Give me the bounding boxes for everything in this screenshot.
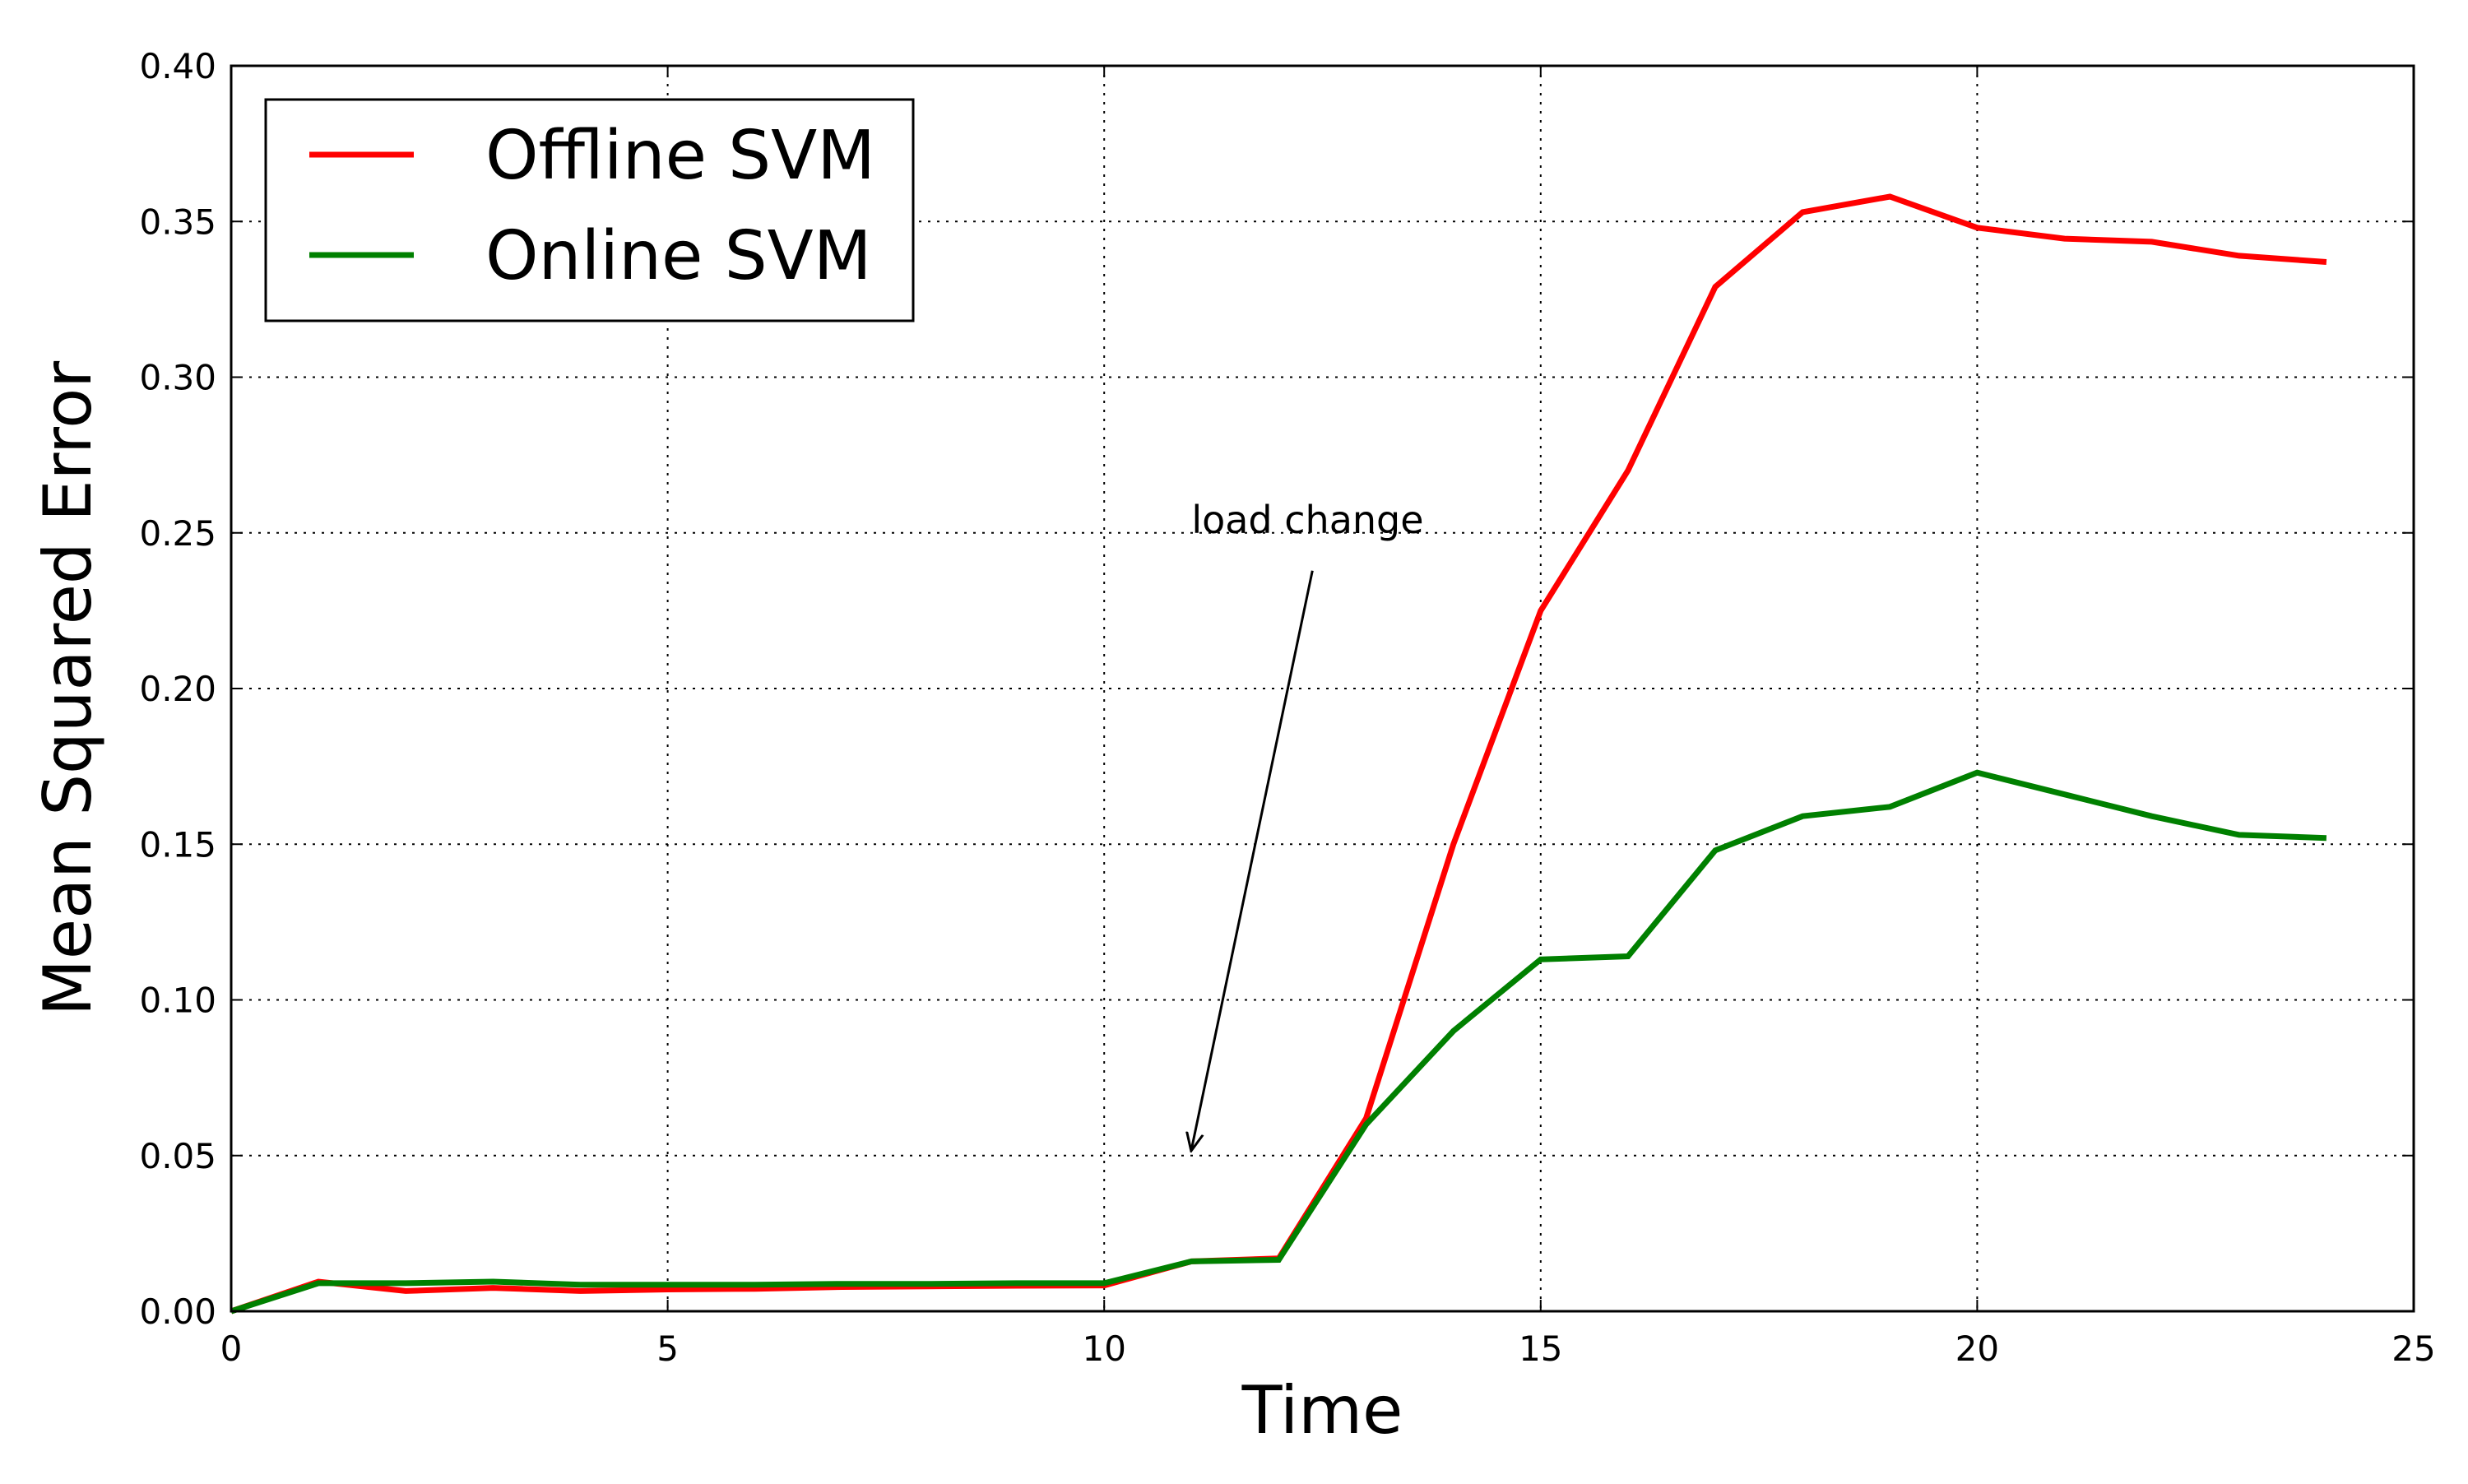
- y-axis-title: Mean Squared Error: [30, 361, 106, 1016]
- x-tick-label: 10: [1082, 1329, 1125, 1369]
- y-tick-label: 0.10: [139, 981, 216, 1021]
- y-tick-label: 0.00: [139, 1292, 216, 1332]
- y-tick-label: 0.25: [139, 513, 216, 554]
- y-tick-label: 0.40: [139, 46, 216, 86]
- x-tick-label: 25: [2391, 1329, 2435, 1369]
- series-line-online-svm: [230, 769, 2327, 1315]
- legend-label-online-svm: Online SVM: [485, 217, 871, 295]
- legend-box: [264, 98, 915, 322]
- legend: Offline SVM Online SVM: [264, 98, 915, 322]
- series-line-offline-svm: [230, 193, 2327, 1315]
- x-axis-title: Time: [1241, 1372, 1403, 1449]
- annotation-layer: load change: [1191, 498, 1424, 1149]
- x-tick-label: 0: [220, 1329, 243, 1369]
- x-tick-label: 5: [656, 1329, 679, 1369]
- y-tick-label: 0.05: [139, 1136, 216, 1176]
- y-tick-label: 0.15: [139, 824, 216, 865]
- tick-layer: 0 5 10 15 20 25 0.00 0.05 0.10 0.15 0.20 0.25 0.30 0.…: [139, 46, 2435, 1369]
- y-tick-label: 0.30: [139, 358, 216, 398]
- annotation-arrow: [1191, 570, 1314, 1149]
- y-tick-label: 0.35: [139, 202, 216, 242]
- x-tick-label: 20: [1955, 1329, 1999, 1369]
- y-tick-label: 0.20: [139, 669, 216, 709]
- legend-label-offline-svm: Offline SVM: [485, 117, 875, 195]
- annotation-label: load change: [1191, 498, 1423, 542]
- x-tick-label: 15: [1519, 1329, 1562, 1369]
- series-layer: [230, 193, 2327, 1315]
